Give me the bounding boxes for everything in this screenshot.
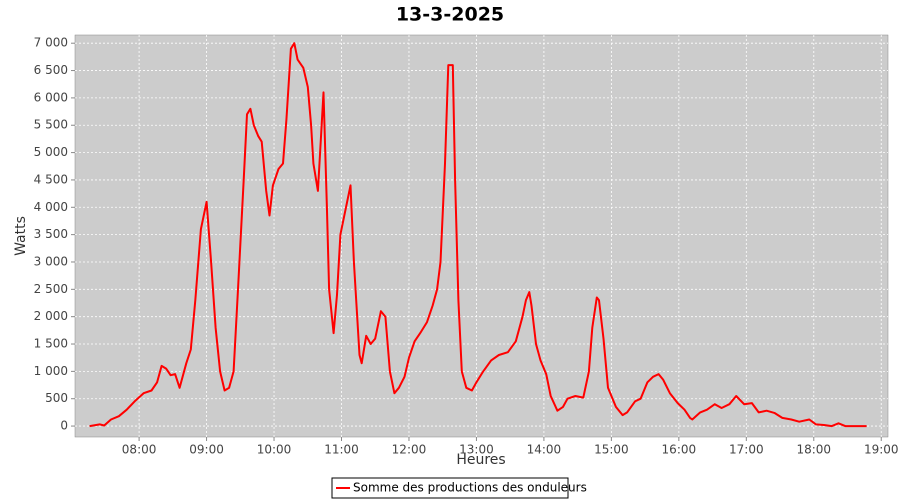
x-tick-label: 10:00: [257, 443, 292, 457]
x-tick-label: 12:00: [392, 443, 427, 457]
y-tick-label: 5 000: [34, 145, 68, 159]
x-tick-label: 19:00: [864, 443, 899, 457]
data-line: [89, 42, 867, 428]
y-tick-label: 3 500: [34, 227, 68, 241]
y-tick-label: 0: [60, 419, 68, 433]
plot-area: [74, 34, 889, 438]
x-tick-label: 16:00: [662, 443, 697, 457]
x-tick-label: 17:00: [729, 443, 764, 457]
y-tick-label: 7 000: [34, 36, 68, 50]
x-tick-label: 13:00: [459, 443, 494, 457]
x-tick-label: 08:00: [122, 443, 157, 457]
y-tick-label: 2 000: [34, 309, 68, 323]
y-tick-label: 2 500: [34, 282, 68, 296]
x-tick-label: 09:00: [189, 443, 224, 457]
y-tick-label: 1 000: [34, 364, 68, 378]
y-tick-label: 6 000: [34, 90, 68, 104]
legend-label: Somme des productions des onduleurs: [353, 481, 587, 495]
legend-box: [331, 477, 569, 499]
x-axis-label: Heures: [456, 452, 505, 468]
x-tick-label: 11:00: [324, 443, 359, 457]
y-tick-label: 4 000: [34, 200, 68, 214]
y-tick-label: 500: [45, 391, 68, 405]
y-tick-label: 1 500: [34, 337, 68, 351]
y-tick-label: 3 000: [34, 254, 68, 268]
y-tick-label: 5 500: [34, 118, 68, 132]
x-tick-label: 18:00: [796, 443, 831, 457]
x-tick-label: 15:00: [594, 443, 629, 457]
x-tick-label: 14:00: [527, 443, 562, 457]
y-tick-label: 4 500: [34, 172, 68, 186]
y-axis-label: Watts: [13, 216, 29, 256]
chart-title: 13-3-2025: [396, 4, 504, 26]
y-tick-label: 6 500: [34, 63, 68, 77]
